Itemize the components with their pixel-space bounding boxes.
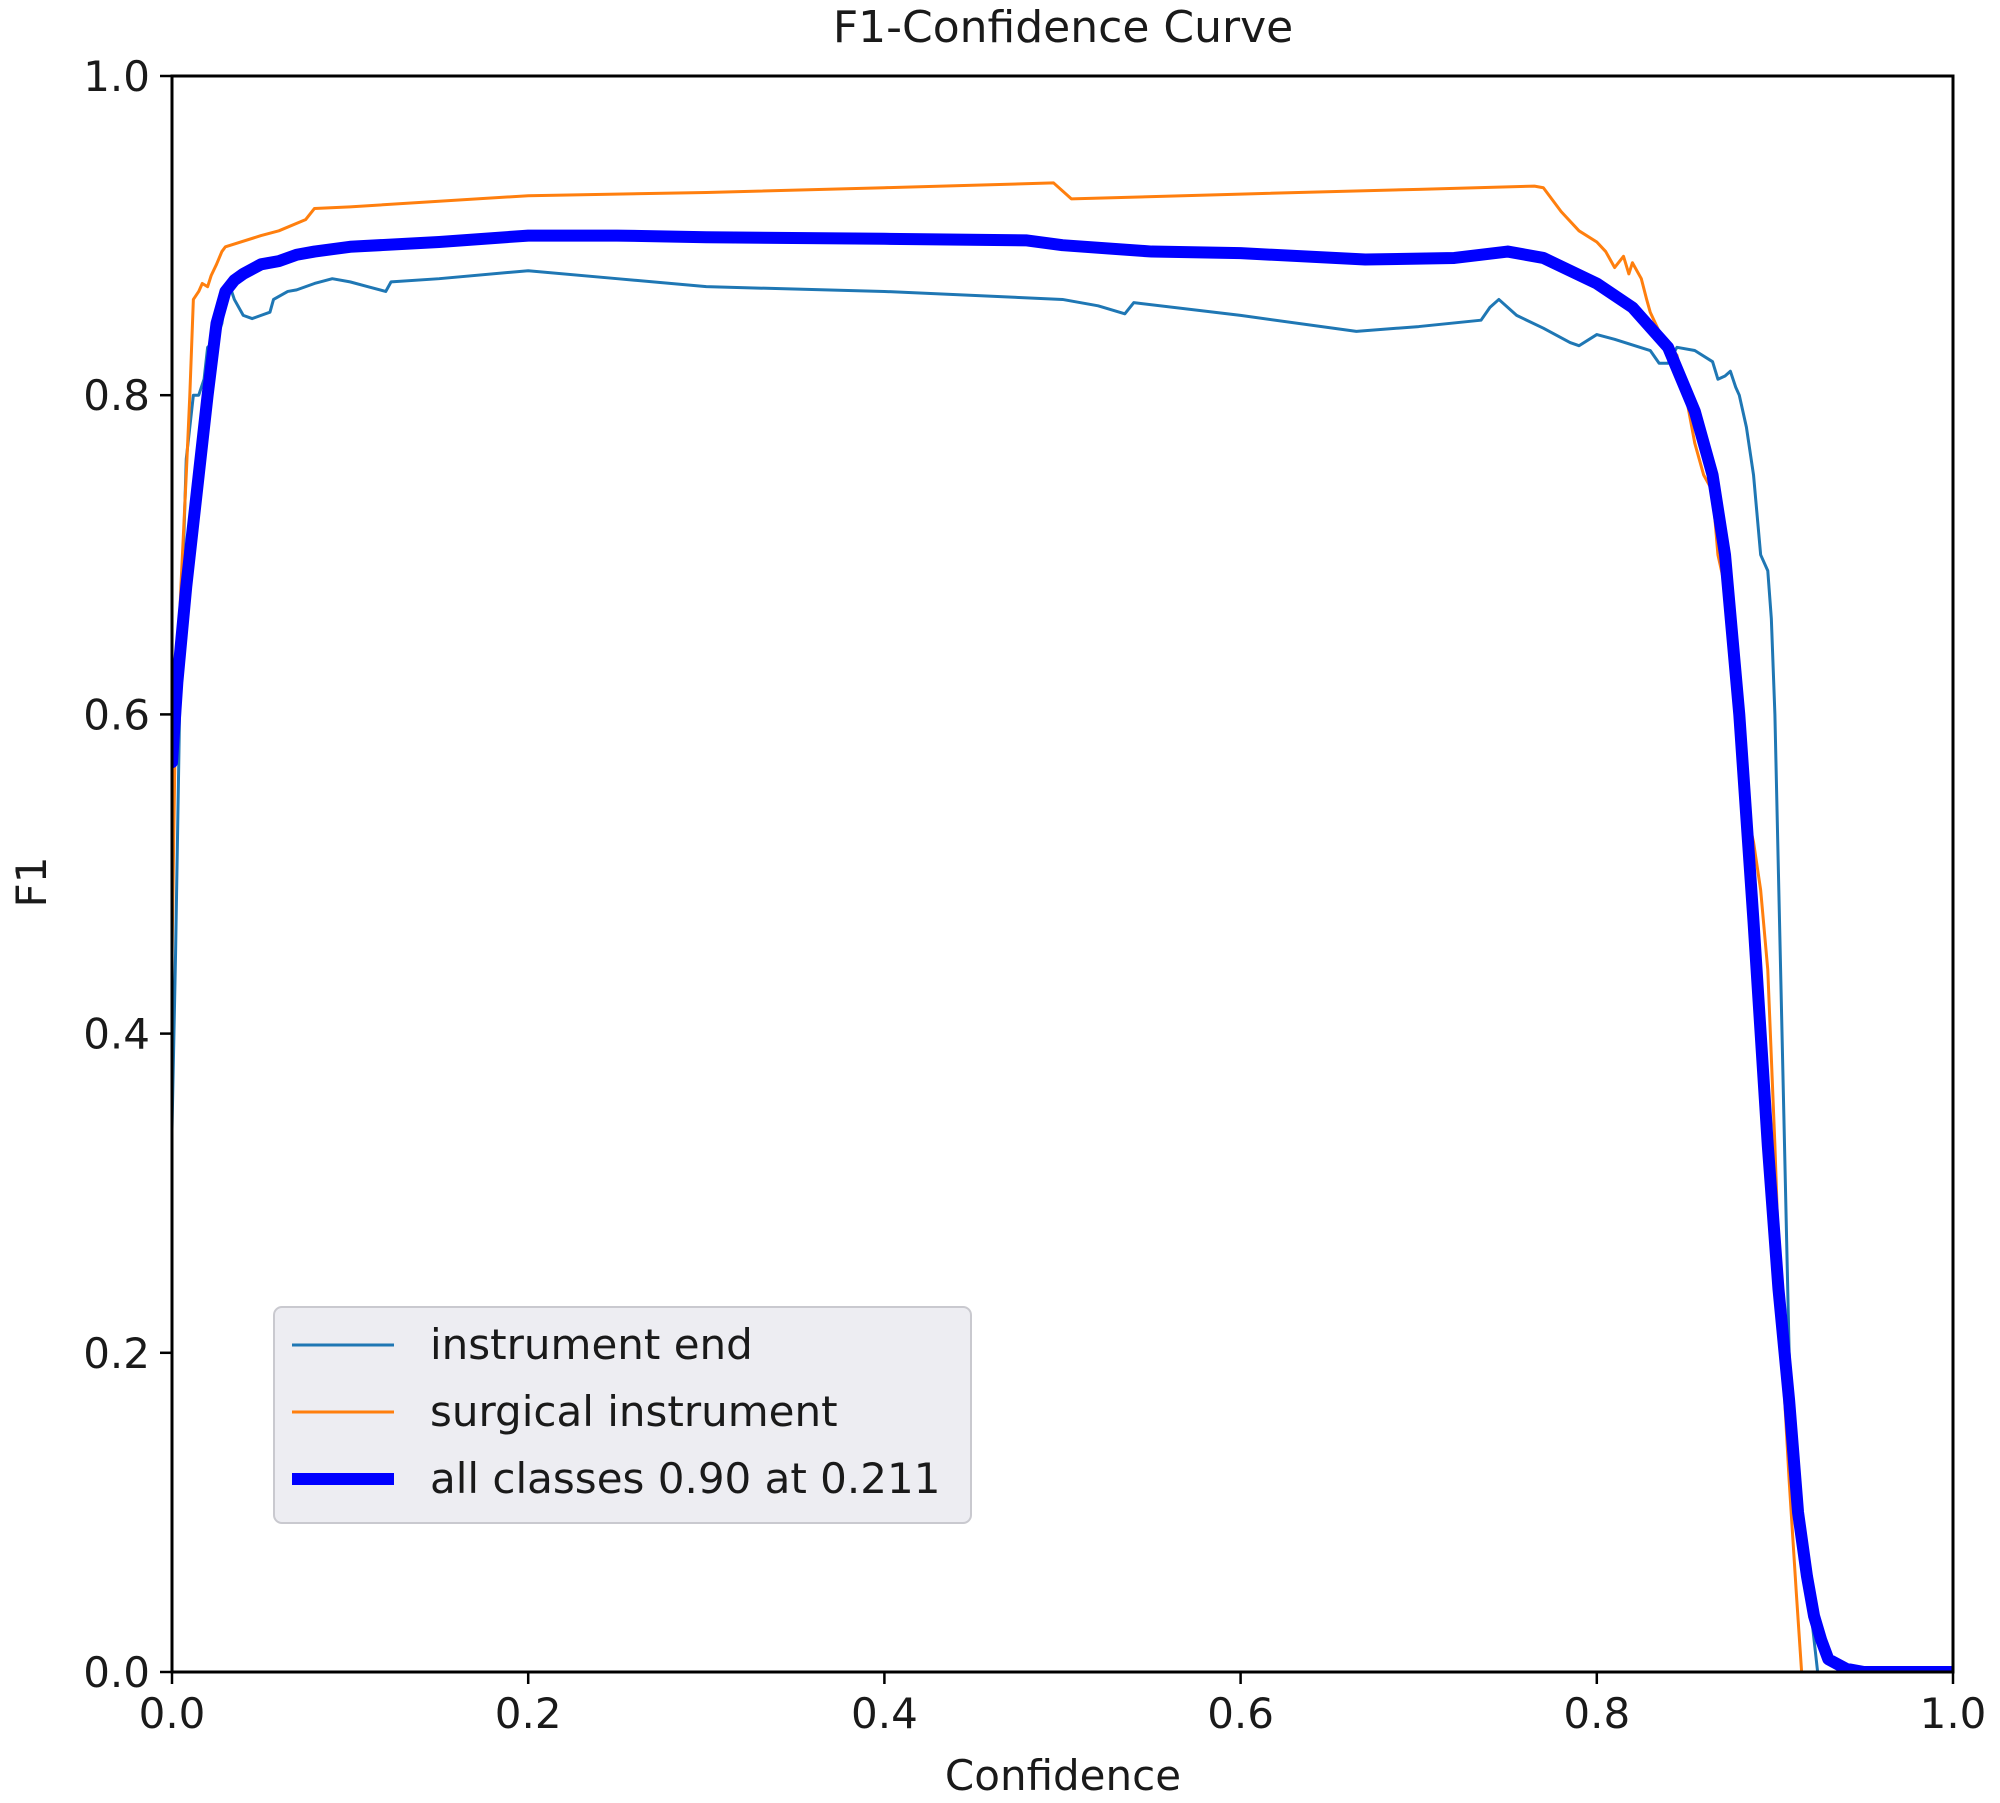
x-tick-label: 0.0 bbox=[139, 1689, 206, 1738]
y-tick-label: 1.0 bbox=[83, 52, 150, 101]
x-tick-label: 0.2 bbox=[495, 1689, 562, 1738]
series-layer bbox=[172, 181, 1953, 1672]
legend-label-surgical-instrument: surgical instrument bbox=[430, 1387, 838, 1436]
y-tick-label: 0.2 bbox=[83, 1329, 150, 1378]
plot-frame bbox=[170, 74, 1955, 1674]
chart-title: F1-Confidence Curve bbox=[833, 2, 1293, 53]
series-line-all-classes bbox=[172, 229, 1953, 1672]
legend-box bbox=[273, 1306, 972, 1524]
y-tick-label: 0.0 bbox=[83, 1648, 150, 1697]
x-tick-label: 1.0 bbox=[1920, 1689, 1987, 1738]
series-line-instrument-end bbox=[172, 269, 1820, 1672]
legend-label-instrument-end: instrument end bbox=[430, 1320, 753, 1369]
y-tick-label: 0.6 bbox=[83, 690, 150, 739]
x-tick-label: 0.4 bbox=[851, 1689, 918, 1738]
legend: instrument end surgical instrument all c… bbox=[273, 1306, 972, 1524]
axis-ticks: 0.0 0.2 0.4 0.6 0.8 1.0 0.0 0.2 0.4 0.6 0.8 1.0 bbox=[83, 52, 1986, 1738]
y-tick-label: 0.8 bbox=[83, 371, 150, 420]
x-tick-label: 0.8 bbox=[1563, 1689, 1630, 1738]
x-tick-label: 0.6 bbox=[1207, 1689, 1274, 1738]
x-axis-label: Confidence bbox=[945, 1751, 1181, 1800]
legend-label-all-classes: all classes 0.90 at 0.211 bbox=[430, 1454, 940, 1503]
y-tick-label: 0.4 bbox=[83, 1010, 150, 1059]
y-axis-label: F1 bbox=[7, 857, 56, 908]
